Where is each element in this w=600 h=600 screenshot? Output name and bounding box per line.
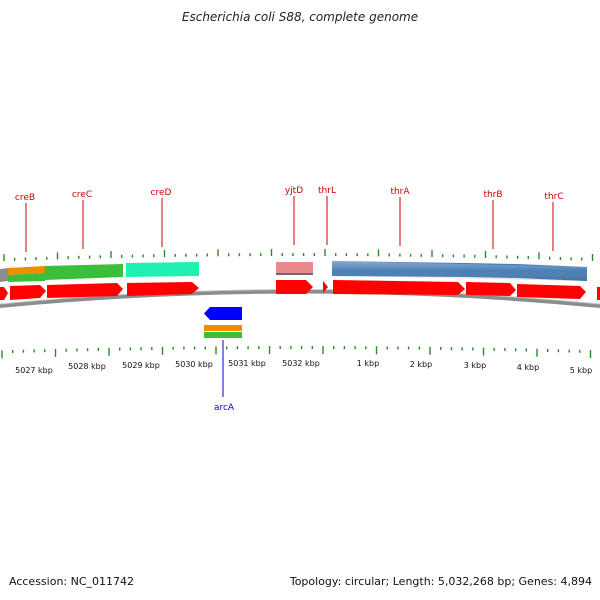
gene-label-creC: creC — [72, 190, 92, 200]
feature-orange — [8, 266, 45, 275]
feature-bars — [0, 261, 587, 282]
feature-green-arcA — [204, 332, 242, 338]
feature-green-small — [8, 273, 45, 282]
gene-label-thrL: thrL — [318, 186, 336, 196]
gene-label-thrB: thrB — [483, 190, 502, 200]
scale-label-4: 4 kbp — [517, 363, 539, 372]
gene-labels: creB creC creD yjtD thrL thrA thrB thrC … — [15, 186, 564, 413]
gene-label-arcA: arcA — [214, 403, 235, 413]
genome-summary: Topology: circular; Length: 5,032,268 bp… — [289, 575, 592, 588]
gene-arrow-arcA — [204, 307, 242, 320]
accession-text: Accession: NC_011742 — [9, 575, 135, 588]
feature-green-creC — [45, 264, 123, 280]
scale-label-5027: 5027 kbp — [15, 366, 53, 375]
gene-arrow-creC — [47, 283, 123, 298]
scale-label-5: 5 kbp — [570, 366, 592, 375]
feature-grey — [0, 268, 8, 282]
feature-teal-creD — [126, 262, 199, 277]
scale-label-5032: 5032 kbp — [282, 359, 320, 368]
gene-label-creB: creB — [15, 193, 35, 203]
gene-arrow-thrB — [466, 282, 516, 296]
gene-arrow-right-edge — [597, 287, 600, 300]
map-title: Escherichia coli S88, complete genome — [181, 10, 419, 24]
outer-ticks — [3, 249, 594, 262]
forward-gene-arrows — [0, 280, 600, 300]
scale-label-1: 1 kbp — [357, 359, 379, 368]
gene-label-thrA: thrA — [390, 187, 410, 197]
gene-arrow-thrL — [323, 281, 328, 293]
reverse-gene-group — [204, 307, 242, 397]
gene-label-thrC: thrC — [544, 192, 563, 202]
gene-label-creD: creD — [151, 188, 172, 198]
gene-arrow-creD — [127, 282, 199, 296]
gene-arrow-creB — [10, 285, 46, 300]
scale-label-2: 2 kbp — [410, 360, 432, 369]
scale-labels: 5027 kbp 5028 kbp 5029 kbp 5030 kbp 5031… — [15, 359, 592, 375]
scale-label-3: 3 kbp — [464, 361, 486, 370]
feature-pink-yjtD — [276, 262, 313, 274]
feature-grey-yjtD-edge — [276, 273, 313, 275]
feature-sheen — [332, 261, 587, 281]
scale-label-5031: 5031 kbp — [228, 359, 266, 368]
gene-arrow-yjtD — [276, 280, 313, 294]
scale-label-5028: 5028 kbp — [68, 362, 106, 371]
feature-orange-arcA — [204, 325, 242, 331]
scale-label-5030: 5030 kbp — [175, 360, 213, 369]
gene-label-yjtD: yjtD — [285, 186, 303, 196]
gene-arrow-thrA — [333, 280, 465, 295]
gene-arrow-left-edge — [0, 287, 8, 300]
scale-label-5029: 5029 kbp — [122, 361, 160, 370]
gene-arrow-thrC — [517, 284, 586, 299]
gene-pointers — [25, 196, 554, 252]
inner-ticks — [1, 346, 592, 359]
